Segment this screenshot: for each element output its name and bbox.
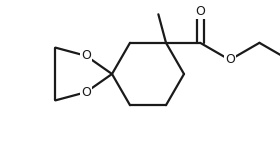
Text: O: O (81, 86, 91, 99)
Text: O: O (225, 53, 235, 66)
Text: O: O (195, 5, 205, 18)
Text: O: O (81, 49, 91, 62)
